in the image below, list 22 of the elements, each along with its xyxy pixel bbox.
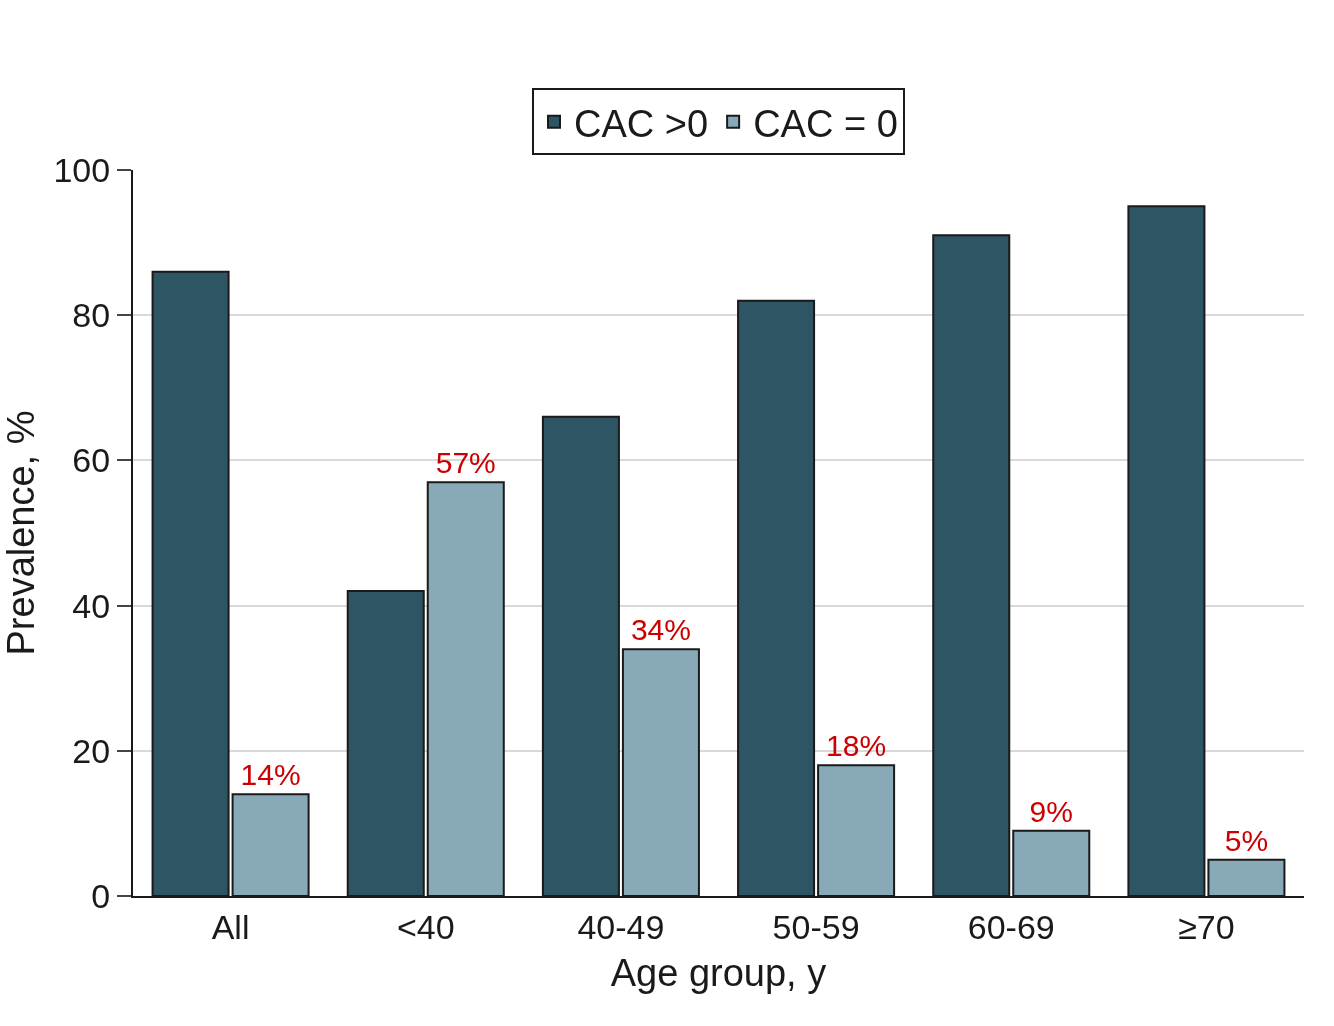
data-label: 57% <box>435 446 496 480</box>
data-label: 14% <box>240 758 301 792</box>
x-tick-label: ≥70 <box>1178 907 1235 946</box>
x-tick-label: All <box>211 907 250 946</box>
legend-label: CAC = 0 <box>753 102 898 145</box>
x-tick-label: 60-69 <box>967 907 1055 946</box>
x-tick-label: 50-59 <box>772 907 860 946</box>
x-axis-title: Age group, y <box>610 952 827 995</box>
x-tick-label: 40-49 <box>577 907 665 946</box>
data-label: 5% <box>1224 823 1269 857</box>
y-tick-label: 80 <box>72 296 111 335</box>
data-label: 18% <box>826 729 887 763</box>
y-tick-label: 40 <box>72 586 111 625</box>
x-tick-label: <40 <box>396 907 455 946</box>
y-tick-label: 100 <box>53 150 111 189</box>
y-tick-label: 20 <box>72 731 111 770</box>
data-label: 9% <box>1029 794 1073 828</box>
y-axis-title: Prevalence, % <box>0 410 42 656</box>
y-tick-label: 60 <box>72 441 111 480</box>
data-label: 34% <box>630 613 691 647</box>
legend-label: CAC >0 <box>574 102 709 145</box>
y-tick-label: 0 <box>91 876 111 915</box>
